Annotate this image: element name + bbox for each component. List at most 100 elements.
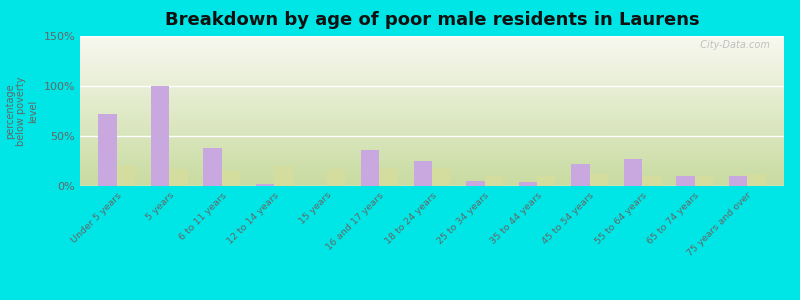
Bar xyxy=(80,154,784,155)
Bar xyxy=(80,78,784,79)
Bar xyxy=(80,136,784,137)
Bar xyxy=(80,138,784,139)
Bar xyxy=(80,173,784,174)
Title: Breakdown by age of poor male residents in Laurens: Breakdown by age of poor male residents … xyxy=(165,11,699,29)
Bar xyxy=(80,72,784,73)
Bar xyxy=(80,48,784,49)
Bar xyxy=(80,111,784,112)
Bar xyxy=(80,145,784,146)
Bar xyxy=(80,47,784,48)
Bar xyxy=(80,95,784,96)
Bar xyxy=(80,158,784,159)
Bar xyxy=(80,80,784,81)
Bar xyxy=(80,157,784,158)
Bar xyxy=(80,38,784,39)
Bar xyxy=(80,132,784,133)
Text: City-Data.com: City-Data.com xyxy=(694,40,770,50)
Bar xyxy=(80,163,784,164)
Bar xyxy=(80,135,784,136)
Bar xyxy=(80,180,784,181)
Bar xyxy=(80,59,784,60)
Bar xyxy=(170,169,188,186)
Bar xyxy=(537,176,555,186)
Bar xyxy=(80,62,784,63)
Bar xyxy=(80,53,784,54)
Bar xyxy=(80,113,784,114)
Bar xyxy=(80,108,784,109)
Bar xyxy=(151,86,170,186)
Bar xyxy=(80,169,784,170)
Bar xyxy=(80,142,784,143)
Bar xyxy=(80,164,784,165)
Bar xyxy=(80,137,784,138)
Bar xyxy=(80,83,784,84)
Bar xyxy=(361,150,379,186)
Bar xyxy=(80,99,784,100)
Bar xyxy=(80,126,784,127)
Bar xyxy=(80,100,784,101)
Bar xyxy=(80,88,784,89)
Bar xyxy=(80,73,784,74)
Bar xyxy=(80,119,784,120)
Bar xyxy=(80,39,784,40)
Bar xyxy=(80,151,784,152)
Bar xyxy=(80,96,784,97)
Bar xyxy=(80,150,784,151)
Bar xyxy=(80,116,784,117)
Bar xyxy=(80,166,784,167)
Bar xyxy=(729,176,747,186)
Bar xyxy=(80,52,784,53)
Bar xyxy=(80,56,784,57)
Bar xyxy=(80,178,784,179)
Bar xyxy=(80,76,784,77)
Bar xyxy=(80,156,784,157)
Bar xyxy=(80,64,784,65)
Bar xyxy=(80,57,784,58)
Bar xyxy=(80,89,784,90)
Bar xyxy=(80,71,784,72)
Bar xyxy=(80,143,784,144)
Bar xyxy=(274,166,293,186)
Bar xyxy=(80,86,784,87)
Bar xyxy=(80,112,784,113)
Bar xyxy=(80,85,784,86)
Bar xyxy=(80,149,784,150)
Bar xyxy=(80,159,784,160)
Bar xyxy=(80,168,784,169)
Bar xyxy=(80,161,784,162)
Bar xyxy=(80,184,784,185)
Bar xyxy=(80,118,784,119)
Bar xyxy=(80,148,784,149)
Bar xyxy=(80,174,784,175)
Bar xyxy=(80,144,784,145)
Bar xyxy=(80,58,784,59)
Bar xyxy=(80,146,784,147)
Bar xyxy=(80,94,784,95)
Bar xyxy=(80,115,784,116)
Bar xyxy=(80,102,784,103)
Bar xyxy=(80,103,784,104)
Bar xyxy=(80,50,784,51)
Bar xyxy=(80,37,784,38)
Bar xyxy=(80,36,784,37)
Bar xyxy=(80,45,784,46)
Bar xyxy=(80,155,784,156)
Bar xyxy=(80,55,784,56)
Bar xyxy=(80,123,784,124)
Bar xyxy=(80,122,784,123)
Bar xyxy=(80,93,784,94)
Bar xyxy=(80,175,784,176)
Bar xyxy=(80,117,784,118)
Bar xyxy=(80,69,784,70)
Bar xyxy=(80,77,784,78)
Bar xyxy=(80,40,784,41)
Y-axis label: percentage
below poverty
level: percentage below poverty level xyxy=(5,76,38,146)
Bar xyxy=(80,74,784,75)
Bar xyxy=(80,183,784,184)
Bar xyxy=(80,167,784,168)
Bar xyxy=(80,106,784,107)
Bar xyxy=(80,66,784,67)
Bar xyxy=(80,107,784,108)
Bar xyxy=(80,43,784,44)
Bar xyxy=(80,170,784,171)
